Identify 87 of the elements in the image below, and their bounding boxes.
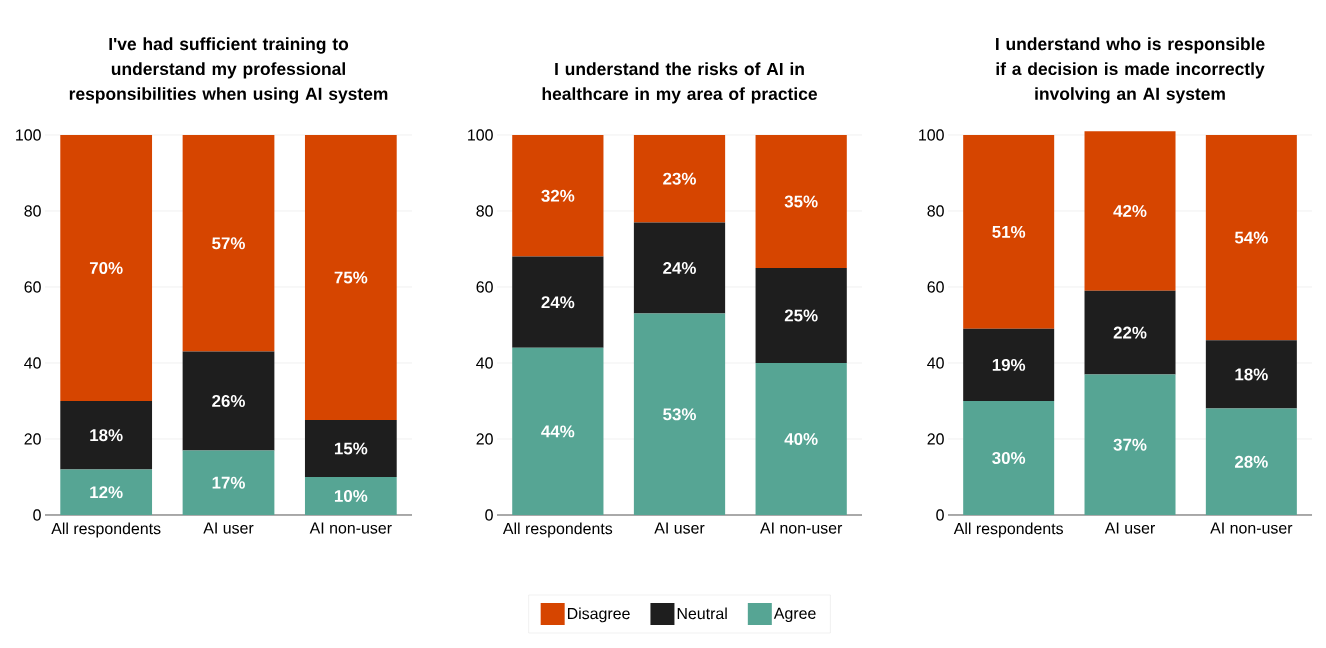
y-tick-label: 0 <box>936 509 944 521</box>
x-tick-label: All respondents <box>502 522 613 538</box>
data-label: 15% <box>334 442 368 455</box>
bar <box>633 313 726 515</box>
y-tick-label: 40 <box>476 357 493 369</box>
data-label: 40% <box>784 433 818 445</box>
bar <box>182 351 275 451</box>
data-label: 51% <box>992 225 1026 238</box>
bar <box>963 401 1055 515</box>
data-label: 54% <box>1234 231 1268 244</box>
y-tick-label: 60 <box>24 281 41 293</box>
data-label: 35% <box>784 195 818 208</box>
data-label: 53% <box>663 408 696 421</box>
data-label: 18% <box>90 429 123 442</box>
bar <box>182 135 275 352</box>
bar <box>1084 131 1176 291</box>
y-tick-label: 20 <box>24 433 41 445</box>
y-tick-label: 100 <box>919 129 944 141</box>
y-tick-label: 60 <box>476 281 493 293</box>
bar <box>304 135 397 420</box>
y-tick-label: 0 <box>485 509 493 521</box>
legend-label: Agree <box>773 607 816 623</box>
x-tick-label: AI non-user <box>1210 522 1293 534</box>
y-tick-label: 60 <box>927 281 944 293</box>
data-label: 10% <box>334 490 368 502</box>
y-tick-label: 100 <box>16 129 41 141</box>
bar <box>512 256 604 348</box>
bar <box>304 477 397 515</box>
y-tick-label: 80 <box>476 205 493 217</box>
y-tick-label: 80 <box>24 205 41 217</box>
chart-title: I understand who is responsible if a decision is made incorrectly involving an AI system <box>996 37 1265 104</box>
data-label: 30% <box>992 451 1026 464</box>
bar <box>633 222 726 314</box>
data-label: 37% <box>1113 438 1147 451</box>
bar <box>60 135 153 401</box>
bar <box>963 328 1055 401</box>
y-tick-label: 20 <box>476 433 493 445</box>
x-tick-label: AI non-user <box>760 522 843 534</box>
y-tick-label: 100 <box>468 129 493 141</box>
bar <box>512 135 604 257</box>
bar <box>60 401 153 470</box>
bar <box>182 450 275 515</box>
x-tick-label: AI user <box>203 522 254 534</box>
bar <box>963 134 1055 329</box>
legend-label: Disagree <box>567 607 630 623</box>
x-tick-label: All respondents <box>953 522 1063 538</box>
bar <box>755 268 847 363</box>
bar <box>633 135 726 223</box>
bar <box>1205 340 1297 409</box>
data-label: 24% <box>541 296 575 309</box>
legend-label: Neutral <box>677 607 727 620</box>
y-tick-label: 40 <box>24 357 41 369</box>
bar <box>304 420 397 477</box>
x-tick-label: All respondents <box>51 522 161 538</box>
y-tick-label: 0 <box>33 509 41 521</box>
data-label: 57% <box>212 237 245 250</box>
bar <box>1205 134 1297 341</box>
bar <box>512 347 604 515</box>
data-label: 44% <box>541 425 575 438</box>
bar <box>1205 408 1297 515</box>
data-label: 24% <box>663 262 696 274</box>
chart-title: I've had sufficient training to understand my professional responsibilities when using AI system <box>69 37 388 104</box>
y-tick-label: 80 <box>927 205 944 217</box>
y-tick-label: 20 <box>927 433 944 445</box>
data-label: 42% <box>1113 205 1147 217</box>
data-label: 22% <box>1113 326 1147 339</box>
y-tick-label: 40 <box>927 357 944 369</box>
data-label: 75% <box>334 271 368 284</box>
bar <box>1084 374 1176 515</box>
bar <box>755 363 847 515</box>
x-tick-label: AI non-user <box>309 522 392 534</box>
data-label: 19% <box>992 358 1026 371</box>
data-label: 17% <box>212 476 245 489</box>
x-tick-label: AI user <box>1104 522 1155 534</box>
data-label: 70% <box>89 262 123 274</box>
chart-title: I understand the risks of AI in healthcare in my area of practice <box>542 62 817 104</box>
data-label: 28% <box>1234 455 1268 468</box>
data-label: 26% <box>212 395 245 407</box>
data-label: 18% <box>1235 368 1268 381</box>
x-tick-label: AI user <box>654 522 705 534</box>
data-label: 12% <box>90 486 123 499</box>
bar <box>755 135 847 268</box>
data-label: 25% <box>784 309 818 322</box>
data-label: 32% <box>541 189 575 202</box>
bar <box>1084 290 1176 375</box>
bar <box>60 469 153 515</box>
data-label: 23% <box>663 172 696 185</box>
